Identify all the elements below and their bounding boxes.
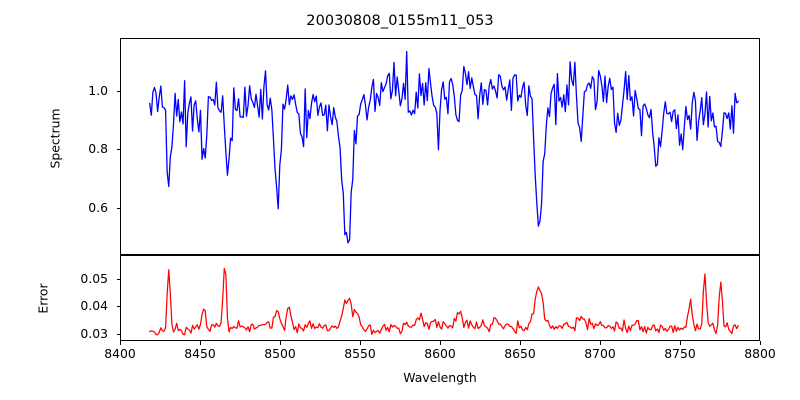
y-tick-label: 0.05 xyxy=(80,270,108,286)
x-tick-label: 8450 xyxy=(184,346,216,361)
y-tick-label: 0.03 xyxy=(80,326,108,342)
x-tick-label: 8400 xyxy=(104,346,136,361)
y-tick-label: 1.0 xyxy=(88,82,108,98)
y-tickmark xyxy=(116,149,120,151)
y-tick-label: 0.8 xyxy=(88,141,108,157)
spectrum-plot-area[interactable] xyxy=(120,38,760,255)
x-tickmark xyxy=(760,341,762,345)
page-title: 20030808_0155m11_053 xyxy=(306,13,494,29)
spectrum-line-series xyxy=(121,39,759,254)
x-tick-label: 8500 xyxy=(264,346,296,361)
error-line-series xyxy=(121,256,759,340)
y-tickmark xyxy=(116,334,120,336)
x-tick-label: 8800 xyxy=(744,346,776,361)
y-tick-label: 0.04 xyxy=(80,298,108,314)
y-tickmark xyxy=(116,278,120,280)
x-tickmark xyxy=(680,341,682,345)
x-tickmark xyxy=(200,341,202,345)
error-plot-area[interactable] xyxy=(120,255,760,341)
x-tickmark xyxy=(520,341,522,345)
x-tick-label: 8650 xyxy=(504,346,536,361)
wavelength-axis-label: Wavelength xyxy=(403,370,477,385)
y-tick-label: 0.6 xyxy=(88,200,108,216)
x-tickmark xyxy=(120,341,122,345)
y-tickmark xyxy=(116,90,120,92)
x-tickmark xyxy=(600,341,602,345)
x-tick-label: 8600 xyxy=(424,346,456,361)
y-tickmark xyxy=(116,306,120,308)
x-tickmark xyxy=(440,341,442,345)
x-tickmark xyxy=(280,341,282,345)
x-tick-label: 8550 xyxy=(344,346,376,361)
y-tickmark xyxy=(116,208,120,210)
x-tick-label: 8750 xyxy=(664,346,696,361)
x-tick-label: 8700 xyxy=(584,346,616,361)
x-tickmark xyxy=(360,341,362,345)
